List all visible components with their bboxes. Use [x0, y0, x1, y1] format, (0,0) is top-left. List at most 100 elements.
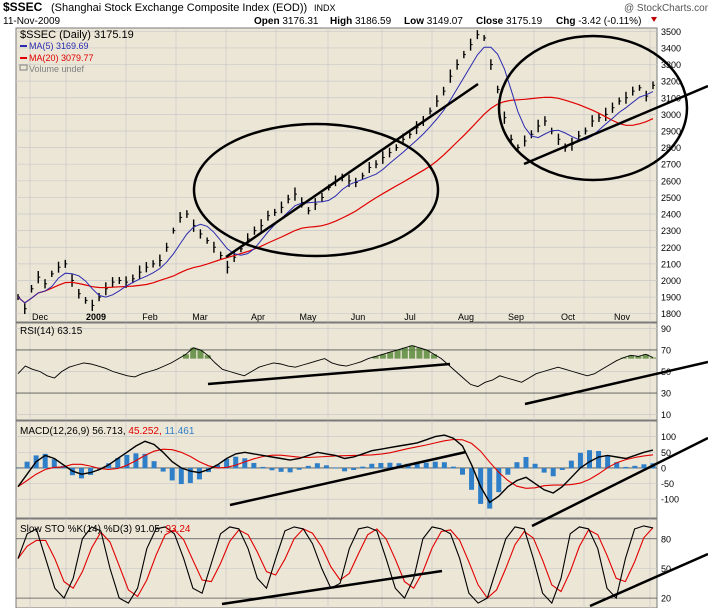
volume-legend-label: Volume undef — [29, 64, 85, 74]
macd-panel — [15, 420, 658, 519]
macd-tick-label: 100 — [661, 432, 676, 442]
macd-histogram-bar — [115, 458, 121, 469]
quote-label: High — [330, 16, 355, 27]
volume-swatch — [19, 64, 28, 71]
ma20-legend-label: MA(20) 3079.77 — [29, 53, 94, 63]
price-tick-label: 3000 — [661, 110, 681, 120]
macd-histogram-bar — [641, 464, 647, 469]
rsi-tick-label: 90 — [661, 324, 671, 334]
macd-histogram-bar — [178, 467, 184, 485]
month-label: 2009 — [86, 312, 106, 322]
macd-legend-label: MACD(12,26,9) 56.713, 45.252, 11.461 — [20, 426, 195, 437]
macd-histogram-bar — [550, 467, 556, 477]
macd-histogram-bar — [106, 463, 112, 469]
macd-histogram-bar — [333, 467, 338, 469]
macd-histogram-bar — [351, 467, 357, 470]
macd-histogram-bar — [314, 463, 320, 469]
macd-histogram-bar — [605, 455, 611, 469]
macd-histogram-bar — [269, 467, 275, 471]
month-label: Aug — [458, 312, 474, 322]
quote-value: 3176.31 — [282, 16, 319, 27]
quote-value: 3175.19 — [506, 16, 543, 27]
month-label: Mar — [192, 312, 208, 322]
macd-histogram-bar — [233, 456, 239, 469]
macd-histogram-bar — [614, 462, 620, 469]
month-label: Nov — [614, 312, 631, 322]
price-tick-label: 2200 — [661, 243, 681, 253]
macd-histogram-bar — [369, 463, 375, 469]
macd-histogram-bar — [596, 450, 602, 469]
macd-legend-item: 11.461 — [165, 426, 195, 437]
month-label: Jul — [404, 312, 416, 322]
ma5-line — [17, 46, 654, 304]
macd-histogram-bar — [460, 467, 465, 475]
price-legend-label: $SSEC (Daily) 3175.19 — [20, 29, 134, 41]
rsi-tick-label: 10 — [661, 410, 671, 420]
macd-histogram-bar — [414, 464, 420, 469]
macd-histogram-bar — [441, 462, 447, 469]
annotation-ellipse — [192, 122, 440, 258]
macd-histogram-bar — [532, 463, 538, 469]
price-tick-label: 2700 — [661, 160, 681, 170]
macd-histogram-bar — [568, 460, 574, 469]
quote-label: Open — [254, 16, 282, 27]
macd-histogram-bar — [260, 466, 266, 469]
macd-histogram-bar — [287, 467, 293, 473]
trend-line — [589, 552, 708, 608]
macd-histogram-bar — [187, 467, 193, 484]
watermark: @ StockCharts.com — [624, 3, 708, 14]
macd-histogram-bar — [169, 467, 175, 481]
macd-histogram-bar — [15, 467, 21, 469]
trend-line — [225, 82, 479, 259]
price-panel — [15, 27, 658, 323]
macd-histogram-bar — [278, 467, 284, 472]
macd-histogram-bar — [496, 467, 502, 493]
month-label: Sep — [508, 312, 524, 322]
macd-histogram-bar — [215, 464, 221, 469]
trend-line — [221, 569, 443, 606]
macd-line — [17, 434, 654, 504]
ma20-line — [17, 96, 654, 304]
macd-histogram-bar — [296, 467, 302, 470]
price-tick-label: 3200 — [661, 77, 681, 87]
macd-histogram-bar — [469, 467, 475, 490]
sto-tick-label: 20 — [661, 594, 671, 604]
quote-field: Chg -3.42 (-0.11%) — [556, 16, 641, 27]
price-tick-label: 1800 — [661, 309, 681, 319]
macd-histogram-bar — [541, 467, 547, 473]
trend-line — [207, 362, 451, 386]
month-label: Apr — [251, 312, 265, 322]
price-tick-label: 2300 — [661, 226, 681, 236]
quote-label: Close — [476, 16, 506, 27]
macd-histogram-bar — [342, 467, 348, 472]
trend-line — [524, 360, 708, 406]
sto-panel — [15, 518, 658, 608]
macd-histogram-bar — [378, 462, 384, 469]
quote-field: Close 3175.19 — [476, 16, 543, 27]
month-label: Jun — [351, 312, 366, 322]
sto-legend-item: 93.24 — [165, 524, 190, 535]
price-tick-label: 2600 — [661, 176, 681, 186]
price-tick-label: 2000 — [661, 276, 681, 286]
macd-histogram-bar — [387, 462, 393, 469]
price-tick-label: 1900 — [661, 293, 681, 303]
macd-histogram-bar — [142, 453, 148, 469]
macd-histogram-bar — [42, 453, 48, 469]
macd-histogram-bar — [224, 459, 230, 469]
rsi-tick-label: 70 — [661, 345, 671, 355]
price-tick-label: 3100 — [661, 93, 681, 103]
macd-histogram-bar — [505, 467, 511, 475]
macd-histogram-bar — [432, 461, 438, 469]
sto-legend-label: Slow STO %K(14) %D(3) 91.05, 93.24 — [20, 524, 191, 535]
trend-line — [229, 450, 467, 507]
trend-line — [531, 436, 708, 528]
ma5-legend-label: MA(5) 3169.69 — [29, 41, 89, 51]
annotation-ellipse — [497, 34, 689, 182]
macd-histogram-bar — [623, 466, 629, 469]
month-label: Feb — [142, 312, 158, 322]
trend-line — [523, 84, 708, 166]
month-label: Oct — [561, 312, 576, 322]
macd-histogram-bar — [323, 465, 329, 469]
price-tick-label: 3400 — [661, 43, 681, 53]
